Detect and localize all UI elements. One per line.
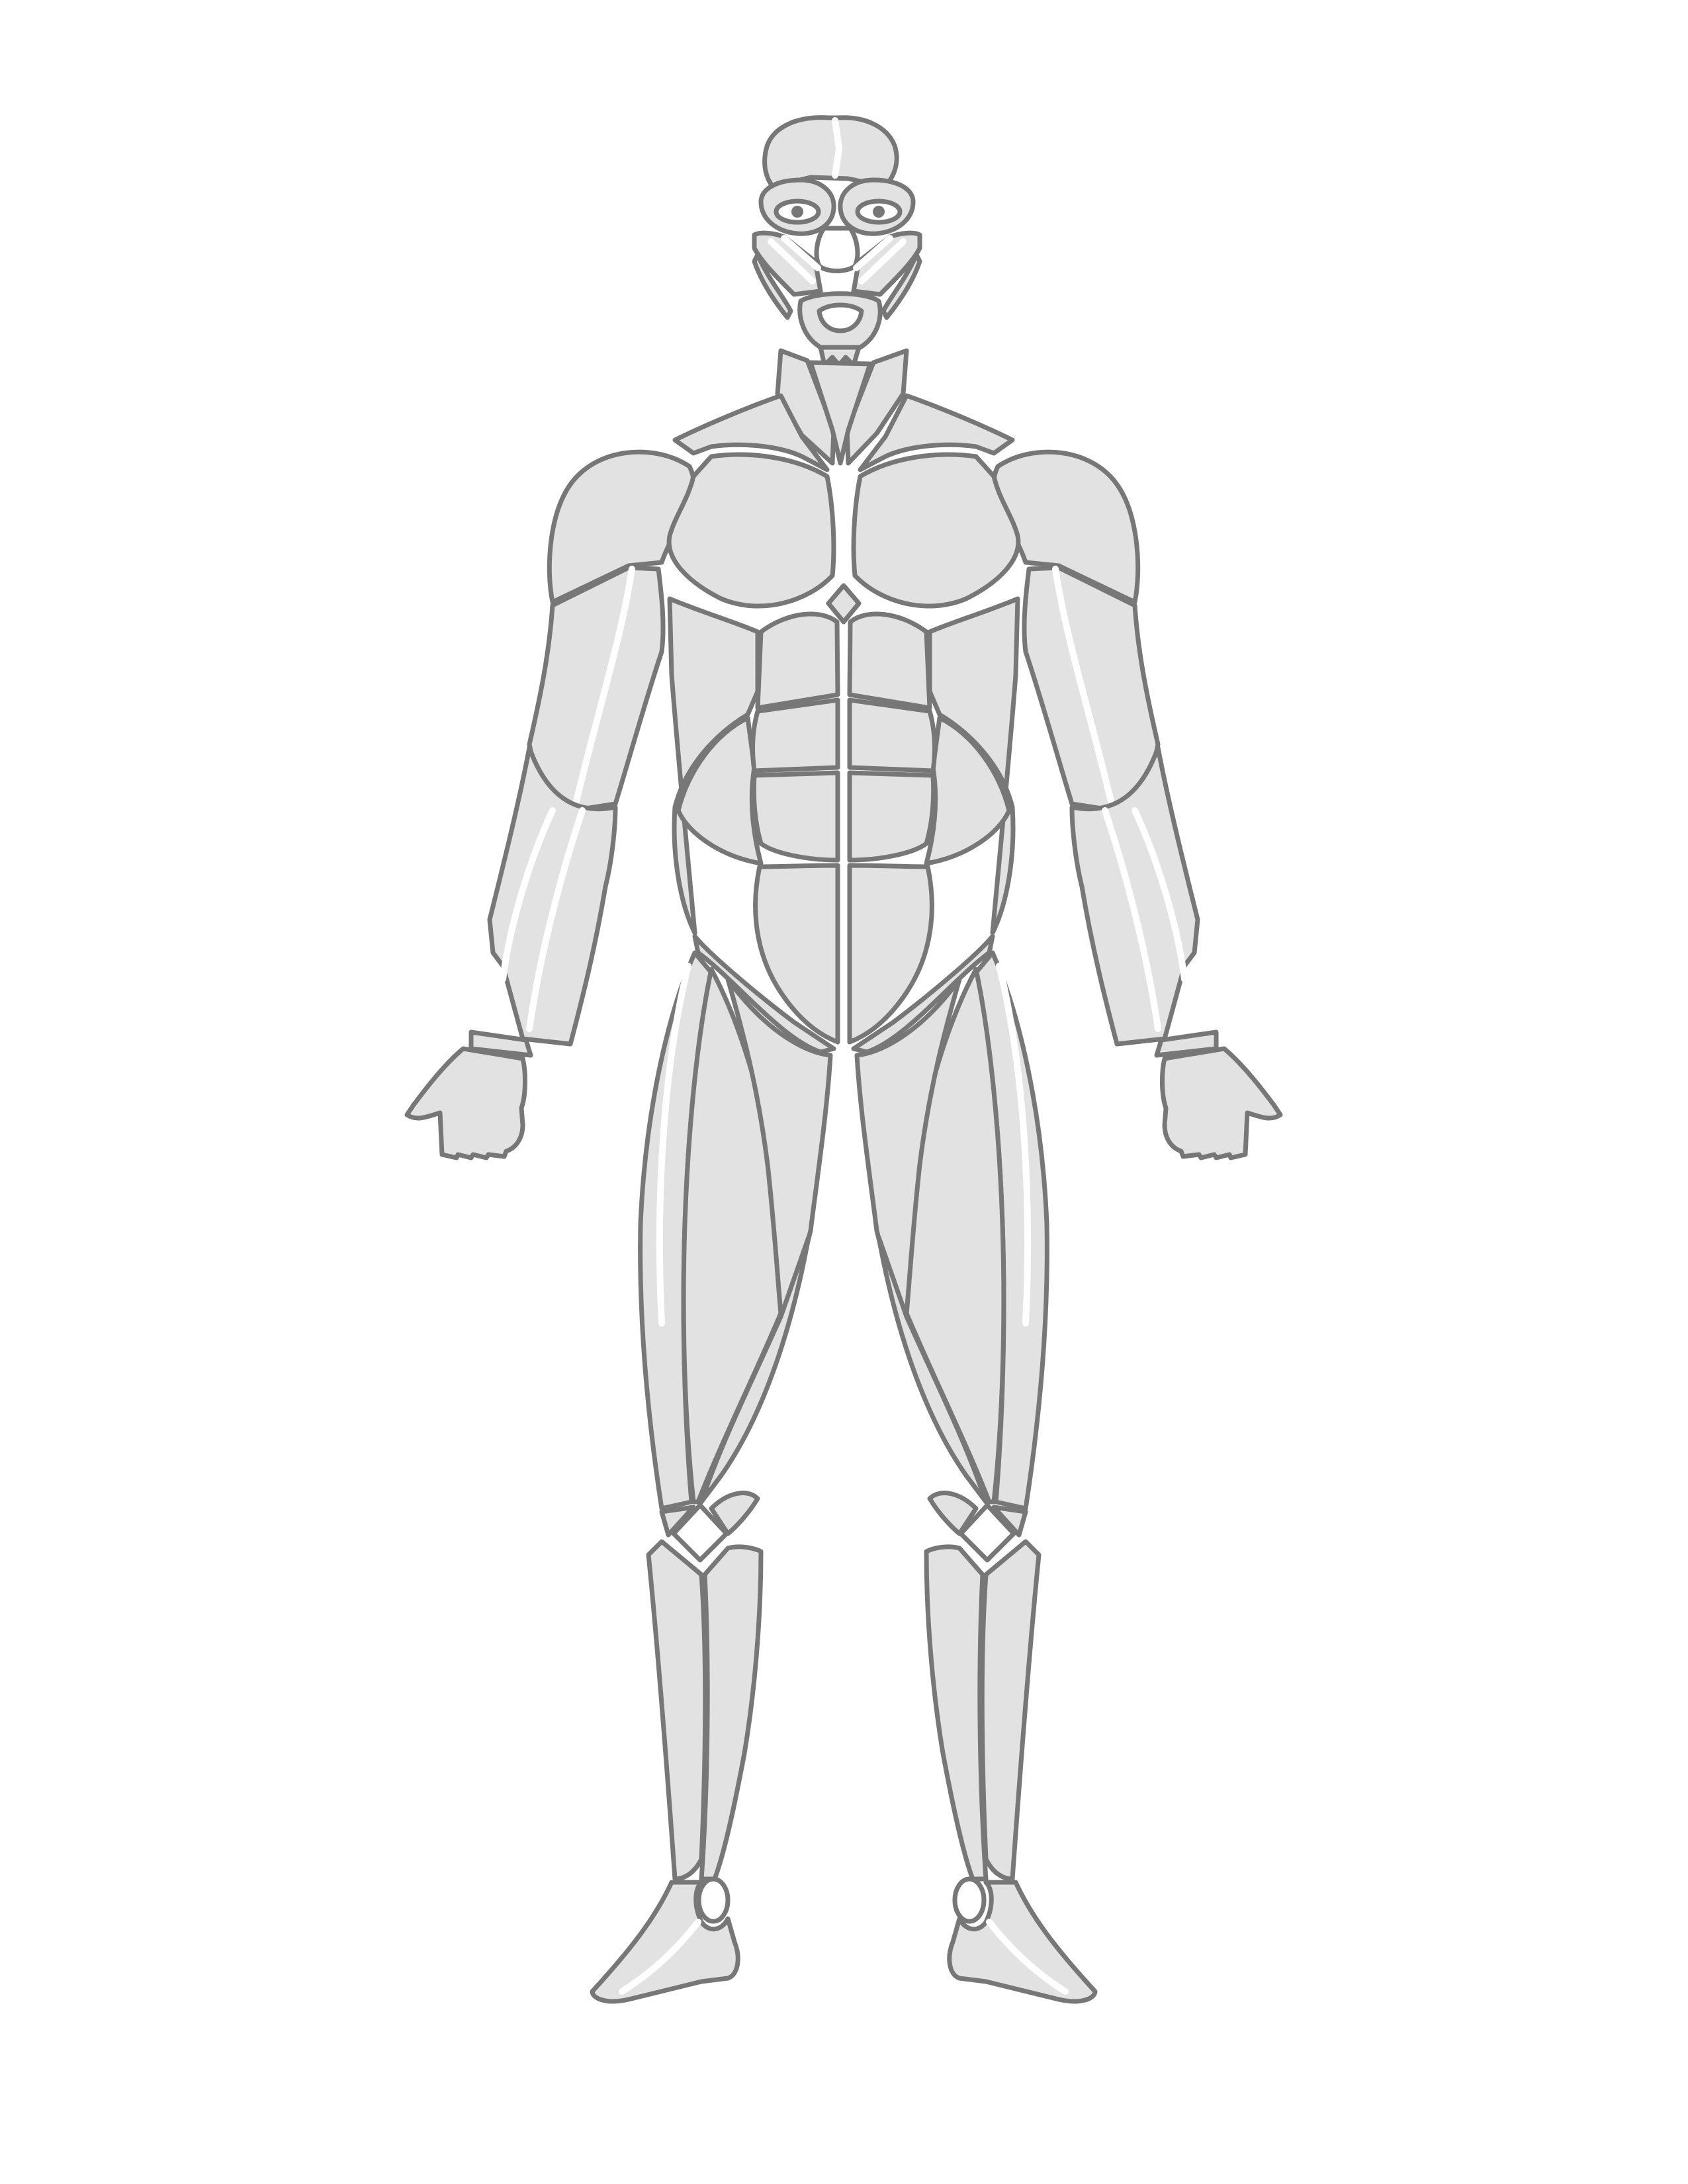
rectus-abdominis-mid-left: [750, 697, 840, 773]
rectus-abdominis-mid-right: [847, 697, 937, 773]
knee-inner-right: [927, 1491, 979, 1536]
trapezius-right: [858, 393, 1015, 472]
patella-right: [958, 1503, 1016, 1563]
nose: [814, 226, 860, 273]
knee-right: [991, 1505, 1028, 1538]
shin-right: [924, 1544, 989, 1882]
lower-abdomen-left: [753, 863, 840, 1045]
trapezius-left: [672, 393, 830, 472]
frontalis: [762, 115, 899, 189]
wrist-right: [1154, 1029, 1219, 1058]
shin-left: [699, 1544, 764, 1882]
biceps-right: [1022, 565, 1161, 813]
wrist-left: [468, 1029, 533, 1058]
rectus-abdominis-low-left: [751, 770, 840, 863]
head: [752, 115, 922, 368]
cheek-right: [881, 252, 922, 320]
knee-inner-left: [709, 1491, 760, 1536]
ankle-left: [696, 1876, 731, 1924]
adductor-right: [876, 1235, 989, 1505]
forearm-left: [487, 745, 618, 1047]
rectus-abdominis-low-right: [847, 770, 936, 863]
rectus-abdominis-upper-left: [755, 611, 840, 711]
forearm-right: [1069, 745, 1200, 1047]
tibialis-anterior-right: [979, 1539, 1042, 1882]
biceps-left: [527, 565, 666, 813]
pectoralis-major-left: [666, 452, 836, 609]
rectus-abdominis-upper-right: [847, 611, 932, 711]
external-oblique-right: [924, 715, 1012, 866]
lower-abdomen-right: [847, 863, 934, 1045]
tibialis-anterior-left: [646, 1539, 708, 1882]
pupil-left: [791, 206, 803, 218]
neck: [775, 348, 909, 466]
sternocleidomastoid-right: [844, 348, 909, 466]
ankle-right: [952, 1876, 987, 1924]
external-oblique-left: [676, 715, 764, 866]
knee-left: [659, 1505, 696, 1538]
adductor-left: [699, 1235, 811, 1505]
pupil-right: [873, 206, 885, 218]
pectoralis-major-right: [851, 452, 1021, 609]
sternum: [826, 583, 862, 625]
hand-right: [1159, 1046, 1283, 1160]
hand-left: [404, 1046, 528, 1160]
sternocleidomastoid-left: [775, 348, 836, 466]
cheek-left: [752, 252, 793, 320]
patella-left: [671, 1503, 729, 1563]
throat: [808, 360, 873, 466]
